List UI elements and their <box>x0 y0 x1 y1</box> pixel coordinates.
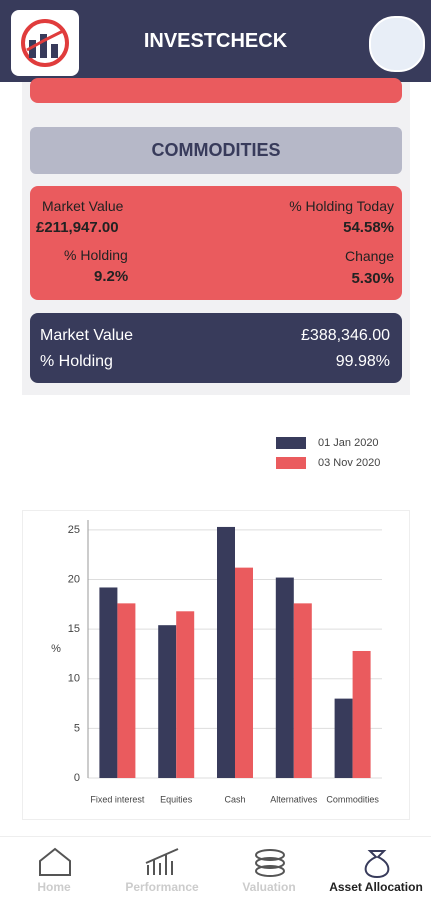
logo[interactable] <box>11 10 79 76</box>
bar <box>275 577 294 778</box>
bar <box>99 587 118 778</box>
bar <box>158 625 177 778</box>
value: 54.58% <box>343 219 394 236</box>
bar <box>352 650 371 778</box>
x-tick-label: Commodities <box>326 794 379 804</box>
y-tick-label: 20 <box>68 573 80 585</box>
legend-swatch <box>276 457 306 469</box>
value: 9.2% <box>94 268 129 285</box>
previous-card <box>30 78 402 103</box>
bar <box>293 603 312 778</box>
total-card: Market Value £388,346.00 % Holding 99.98… <box>30 313 402 383</box>
bar <box>334 698 353 778</box>
label: % Holding <box>40 353 113 370</box>
y-tick-label: 10 <box>68 673 80 685</box>
app-title: INVESTCHECK <box>143 30 288 52</box>
legend-swatch <box>276 437 306 449</box>
value: £211,947.00 <box>36 219 119 236</box>
y-tick-label: 15 <box>68 623 80 635</box>
label: % Holding <box>64 247 128 263</box>
legend-label: 01 Jan 2020 <box>318 437 379 449</box>
label: Change <box>344 248 394 264</box>
logo-icon <box>21 19 69 67</box>
x-tick-label: Fixed interest <box>90 794 145 804</box>
nav-home[interactable]: Home <box>37 880 71 894</box>
y-tick-label: 25 <box>68 524 80 536</box>
chart: % 0 5 10 15 20 25 01 Jan 2020 03 Nov 2020 Fixed … <box>51 437 382 804</box>
y-tick-label: 5 <box>74 722 80 734</box>
nav-icons <box>39 847 390 879</box>
y-axis-label: % <box>51 643 61 655</box>
bar <box>176 611 195 778</box>
bar <box>117 603 136 778</box>
header: INVESTCHECK <box>0 0 431 82</box>
y-tick-label: 0 <box>74 772 80 784</box>
avatar[interactable] <box>369 16 425 72</box>
value: 5.30% <box>351 270 394 287</box>
nav-asset-allocation[interactable]: Asset Allocation <box>329 880 423 894</box>
x-tick-label: Alternatives <box>270 794 318 804</box>
legend-label: 03 Nov 2020 <box>318 457 380 469</box>
label: % Holding Today <box>289 198 394 214</box>
commodities-card: Market Value £211,947.00 % Holding Today… <box>30 186 402 300</box>
label: Market Value <box>40 327 134 344</box>
x-tick-label: Cash <box>224 794 245 804</box>
value: £388,346.00 <box>301 327 390 344</box>
chart-frame <box>22 510 410 820</box>
bar <box>217 526 235 778</box>
nav-valuation[interactable]: Valuation <box>242 880 296 894</box>
x-tick-label: Equities <box>160 794 193 804</box>
section-title: COMMODITIES <box>30 127 402 174</box>
nav-performance[interactable]: Performance <box>125 880 199 894</box>
value: 99.98% <box>335 353 390 370</box>
label: Market Value <box>42 198 124 214</box>
bottom-nav <box>0 836 431 901</box>
bar <box>235 567 253 778</box>
